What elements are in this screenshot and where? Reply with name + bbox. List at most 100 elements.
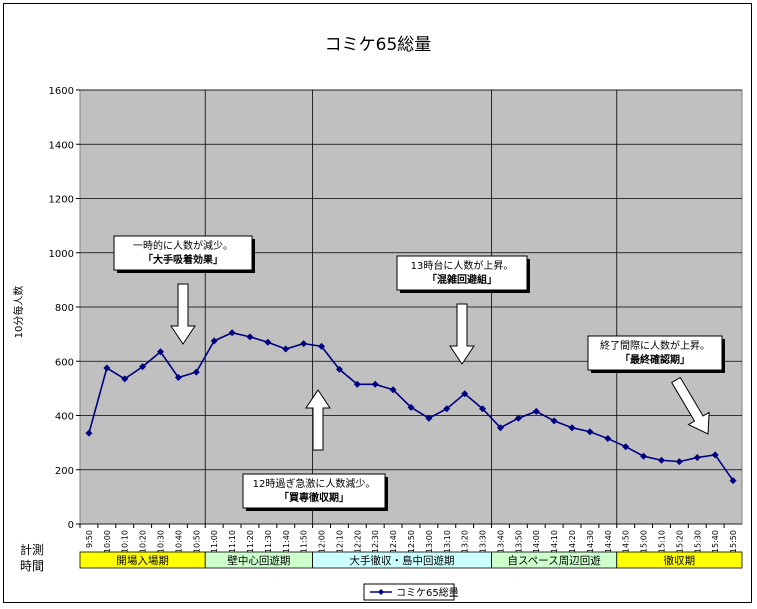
data-point [675,458,683,466]
data-point [371,380,379,388]
data-point [514,414,522,422]
data-point [479,405,487,413]
y-tick-label: 1000 [49,249,74,260]
data-point [318,342,326,350]
data-point [550,417,558,425]
x-tick-label: 10:50 [192,530,201,553]
data-point [532,407,540,415]
data-point [282,345,290,353]
data-point [604,435,612,443]
y-tick-label: 1200 [49,195,74,206]
annotation-box [587,335,723,371]
annotation-text: 「混雑回避組」 [427,273,497,286]
data-point [335,365,343,373]
data-point [407,403,415,411]
x-tick-label: 11:40 [282,530,291,553]
data-point [353,380,361,388]
x-tick-label: 15:20 [675,530,684,553]
x-tick-label: 11:20 [246,530,255,553]
x-tick-label: 12:20 [353,530,362,553]
x-axis-ticks: 9:50 10:00 10:10 10:20 10:30 10:40 10:50 11:00 1… [79,524,738,553]
row-label-2: 時間 [20,559,44,573]
data-point [622,443,630,451]
period-label: 徹収期 [664,554,696,567]
data-point [711,451,719,459]
data-point [174,374,182,382]
legend-label: コミケ65総量 [396,586,459,599]
x-tick-label: 10:20 [139,530,148,553]
data-point [729,477,737,485]
data-point [228,329,236,337]
x-tick-label: 14:40 [604,530,613,553]
x-tick-label: 14:20 [568,530,577,553]
x-tick-label: 13:10 [443,530,452,553]
period-label: 開場入場期 [116,554,169,567]
data-point [85,429,93,437]
period-label: 自スペース周辺回遊 [508,554,602,567]
x-tick-label: 13:30 [479,530,488,553]
period-bands: 開場入場期 壁中心回遊期 大手徹収・島中回遊期 自スペース周辺回遊 徹収期 [79,551,743,569]
x-tick-label: 15:40 [711,530,720,553]
x-tick-label: 14:30 [586,530,595,553]
period-band [616,551,743,569]
x-tick-label: 13:00 [425,530,434,553]
x-tick-label: 14:10 [550,530,559,553]
annotation-arrow [449,303,475,365]
data-point [496,424,504,432]
x-tick-label: 14:00 [532,530,541,553]
x-tick-label: 15:00 [640,530,649,553]
annotation-box [113,235,253,271]
x-tick-label: 13:20 [461,530,470,553]
data-point [586,428,594,436]
x-tick-label: 12:10 [335,530,344,553]
data-point [389,386,397,394]
legend: コミケ65総量 [363,583,459,601]
data-point [246,333,254,341]
x-tick-label: 12:30 [371,530,380,553]
annotations: 一時的に人数が減少。「大手吸着効果」 12時過ぎ急激に人数減少。「買専徹収期」 13… [113,235,725,511]
annotation-text: 13時台に人数が上昇。 [411,259,514,272]
x-tick-label: 11:00 [210,530,219,553]
annotation-text: 「最終確認期」 [620,353,690,366]
data-point [121,375,129,383]
series-group [85,329,737,485]
period-label: 大手徹収・島中回遊期 [350,554,455,567]
data-point [443,405,451,413]
chart-title: コミケ65総量 [325,35,432,55]
data-point [139,363,147,371]
data-point [300,340,308,348]
x-tick-label: 12:40 [389,530,398,553]
data-point [103,364,111,372]
annotation-text: 終了間際に人数が上昇。 [600,339,710,352]
x-tick-label: 15:30 [693,530,702,553]
data-point [425,414,433,422]
annotation-text: 一時的に人数が減少。 [133,239,233,252]
y-tick-label: 200 [55,466,74,477]
data-point [568,424,576,432]
x-tick-label: 13:40 [496,530,505,553]
x-tick-label: 11:50 [300,530,309,553]
annotation-arrow [305,389,331,451]
legend-marker [378,589,384,595]
annotation-text: 「買専徹収期」 [279,491,349,504]
y-tick-label: 0 [68,520,74,531]
data-point [657,456,665,464]
row-label-1: 計測 [20,542,44,557]
data-point [461,390,469,398]
period-label: 壁中心回遊期 [227,554,290,567]
y-tick-label: 400 [55,412,74,423]
data-point [693,454,701,462]
data-point [157,348,165,356]
y-axis-ticks: 0 200 400 600 800 1000 1200 1400 1600 [49,86,80,531]
annotation-text: 「大手吸着効果」 [143,253,223,266]
data-point [640,452,648,460]
x-tick-label: 11:30 [264,530,273,553]
x-tick-label: 10:30 [157,530,166,553]
annotation-box [396,255,528,291]
x-tick-label: 14:50 [622,530,631,553]
annotation-text: 12時過ぎ急激に人数減少。 [253,477,376,490]
annotation-arrow [671,376,710,435]
x-tick-label: 9:50 [85,530,94,548]
y-tick-label: 1400 [49,140,74,151]
x-tick-label: 12:50 [407,530,416,553]
